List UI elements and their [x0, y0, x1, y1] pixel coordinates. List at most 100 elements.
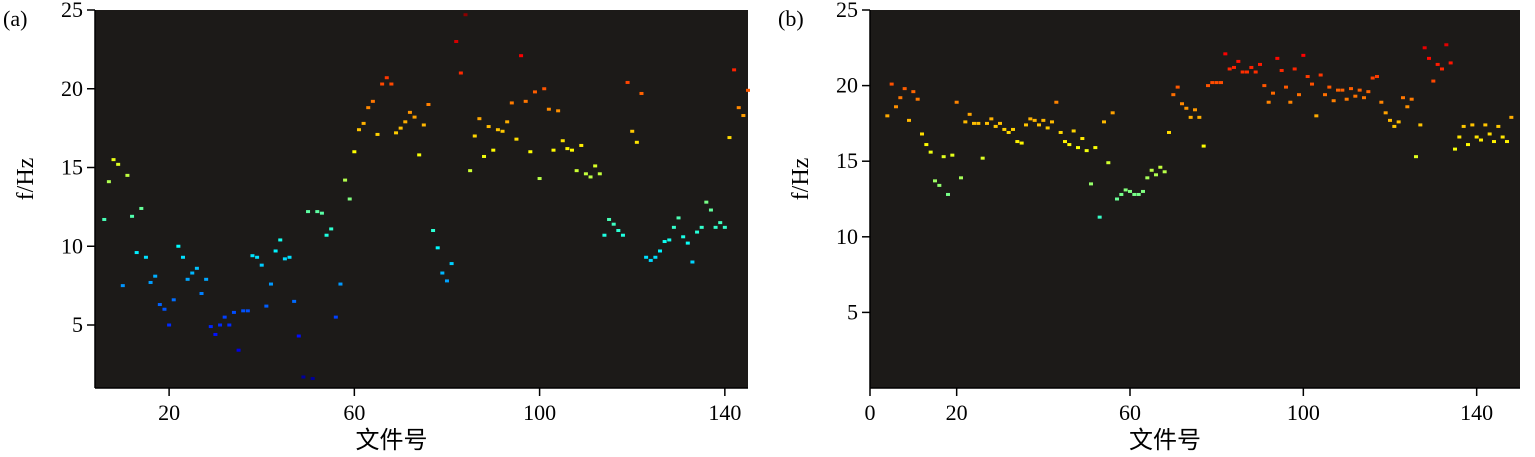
panel-a-data-point — [199, 292, 204, 295]
panel-b-data-point — [1470, 123, 1475, 127]
panel-b-data-point — [1258, 62, 1262, 66]
panel-a-data-point — [222, 315, 227, 319]
panel-b-label: (b) — [778, 6, 804, 31]
panel-a-data-point — [593, 164, 598, 168]
panel-a-data-point — [134, 251, 139, 255]
panel-b-data-point — [1084, 149, 1089, 153]
panel-b-x-tick-label: 20 — [946, 400, 968, 425]
panel-b-data-point — [972, 121, 976, 125]
panel-b-x-tick-label: 60 — [1119, 400, 1141, 425]
panel-b-data-point — [889, 82, 894, 86]
panel-a-x-tick-label: 140 — [708, 400, 741, 425]
panel-b-data-point — [1318, 73, 1323, 77]
panel-b-data-point — [1344, 97, 1349, 101]
panel-a-data-point — [213, 332, 218, 336]
panel-a-data-point — [278, 238, 283, 242]
panel-b-data-point — [1388, 118, 1392, 122]
panel-b-data-point — [911, 90, 916, 94]
panel-a-data-point — [727, 136, 732, 140]
panel-b-data-point — [1141, 189, 1145, 193]
panel-b-data-point — [1249, 65, 1254, 69]
panel-b-data-point — [1102, 120, 1106, 124]
panel-a-data-point — [741, 114, 746, 118]
panel-a-data-point — [704, 200, 709, 204]
panel-a-data-point — [732, 68, 737, 72]
panel-b-data-point — [1041, 118, 1046, 122]
panel-b-data-point — [1349, 87, 1353, 91]
panel-a-data-point — [495, 128, 500, 132]
panel-b-data-point — [1271, 91, 1275, 95]
panel-b-data-point — [1366, 90, 1371, 94]
panel-b-plot-area — [870, 10, 1520, 388]
panel-a-data-point — [264, 304, 269, 308]
panel-a-data-point — [588, 175, 593, 179]
panel-a-data-point — [532, 90, 537, 94]
panel-a-data-point — [356, 128, 361, 132]
panel-b-data-point — [1414, 155, 1418, 159]
panel-a-y-tick-label: 25 — [61, 0, 83, 22]
panel-b-data-point — [1496, 124, 1501, 128]
panel-b-data-point — [1379, 100, 1384, 104]
panel-b-data-point — [1019, 141, 1024, 145]
panel-b-data-point — [1145, 176, 1150, 180]
panel-b-data-point — [898, 96, 903, 100]
panel-b-data-point — [1115, 197, 1119, 201]
panel-a-data-point — [519, 54, 524, 58]
panel-b-data-point — [1500, 135, 1505, 139]
panel-a-data-point — [329, 227, 334, 231]
panel-b-y-axis-title: f/Hz — [788, 158, 814, 201]
panel-a-data-point — [537, 177, 542, 181]
panel-a-data-point — [338, 282, 343, 286]
panel-a-data-point — [324, 233, 329, 237]
panel-a-data-point — [148, 280, 153, 284]
panel-a-data-point — [153, 274, 158, 278]
panel-b-data-point — [1466, 143, 1470, 147]
panel-a-data-point — [176, 244, 181, 248]
panel-b-data-point — [928, 150, 933, 154]
panel-b-data-point — [915, 97, 920, 101]
panel-a-data-point — [718, 221, 723, 225]
panel-a-data-point — [268, 282, 273, 286]
panel-a-data-point — [319, 211, 324, 215]
panel-b-data-point — [1331, 99, 1336, 103]
panel-b-x-tick-label: 0 — [865, 400, 876, 425]
panel-a-data-point — [403, 120, 408, 124]
panel-b-data-point — [1154, 173, 1158, 177]
panel-b-data-point — [1431, 79, 1436, 83]
panel-a-data-point — [449, 262, 454, 266]
panel-b-data-point — [1245, 70, 1249, 74]
panel-b-data-point — [1340, 88, 1345, 92]
panel-a-data-point — [380, 82, 385, 86]
panel-b-data-point — [1323, 93, 1327, 97]
panel-a-y-tick-label: 5 — [72, 312, 83, 337]
panel-a-data-point — [361, 121, 366, 125]
panel-a-data-point — [713, 225, 718, 229]
panel-a-data-point — [500, 129, 505, 133]
panel-b-data-point — [976, 121, 981, 125]
panel-a-data-point — [343, 178, 348, 182]
panel-a-data-point — [676, 216, 681, 220]
panel-a-data-point — [463, 13, 468, 17]
panel-a-data-point — [708, 208, 713, 212]
panel-a-data-point — [180, 255, 185, 259]
panel-a-data-point — [315, 210, 320, 214]
panel-b-data-point — [1106, 161, 1111, 165]
panel-a-plot-area — [95, 10, 748, 388]
panel-b-data-point — [1149, 168, 1154, 172]
panel-a-data-point — [370, 99, 375, 103]
panel-a-data-point — [241, 309, 246, 313]
panel-a-data-point — [301, 375, 306, 379]
panel-b-data-point — [1123, 188, 1128, 192]
panel-b-data-point — [1275, 56, 1280, 60]
panel-a-data-point — [690, 260, 695, 264]
panel-b-data-point — [1132, 192, 1137, 196]
panel-a-data-point — [245, 309, 250, 313]
panel-a-data-point — [407, 110, 412, 114]
panel-a-data-point — [139, 206, 144, 210]
panel-a-data-point — [565, 147, 570, 151]
panel-a-data-point — [514, 137, 519, 141]
panel-b-data-point — [1045, 126, 1050, 130]
panel-b-y-tick-label: 20 — [836, 73, 858, 98]
panel-b-data-point — [1240, 70, 1245, 74]
panel-a-data-point — [287, 255, 292, 259]
